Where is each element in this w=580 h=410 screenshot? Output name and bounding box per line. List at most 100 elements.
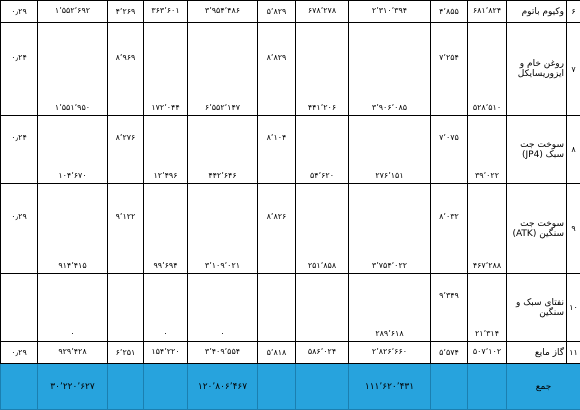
value-cell-text: ۵۲۸٬۵۱۰: [473, 103, 501, 112]
value-cell-text: ۱۵۴٬۲۲۰: [151, 347, 179, 356]
value-cell-text: ۲٬۸۲۶٬۶۶۰: [372, 347, 407, 356]
value-cell: ۳٬۱۰۹٬۰۲۱: [188, 184, 258, 274]
value-cell-text: ۵٬۸۱۸: [267, 348, 287, 357]
total-cell: [258, 364, 296, 410]
product-name: نفتای سبک و سنگین: [507, 274, 567, 342]
value-cell-text: ۰: [163, 329, 167, 338]
value-cell-text: ۹٬۳۴۹: [439, 291, 459, 300]
value-cell-text: ۳۶۳٬۶۰۱: [151, 6, 179, 15]
value-cell: ۸٬۸۲۹: [258, 23, 296, 116]
value-cell-text: ۳٬۱۰۹٬۰۲۱: [205, 261, 240, 270]
total-cell-text: ۱۲۰٬۸۰۶٬۴۶۷: [198, 382, 247, 392]
value-cell: ۲٬۸۲۶٬۶۶۰: [349, 342, 431, 364]
product-name-text: وکیوم باتوم: [522, 7, 564, 17]
value-cell: ۶۸۱٬۸۲۴: [468, 1, 507, 23]
row-number-text: ۸: [571, 145, 575, 154]
value-cell: ۳۶۳٬۶۰۱: [144, 1, 188, 23]
value-cell-text: ۱٬۵۵۲٬۶۹۲: [55, 6, 90, 15]
value-cell-text: ۴٬۲۶۹: [116, 7, 136, 16]
total-cell: [468, 364, 507, 410]
row-number: ۷: [567, 23, 580, 116]
value-cell: ۷٬۲۵۴: [431, 23, 468, 116]
value-cell: ۵٬۵۷۴: [431, 342, 468, 364]
value-cell: ۴٬۲۶۹: [108, 1, 144, 23]
value-cell: ۱۷۲٬۰۴۴: [144, 23, 188, 116]
value-cell-text: ۱۷۲٬۰۴۴: [151, 103, 179, 112]
total-cell: [144, 364, 188, 410]
value-cell: ۹۲۹٬۴۲۸: [38, 342, 108, 364]
value-cell: ۹۹٬۶۹۴: [144, 184, 188, 274]
value-cell: [108, 274, 144, 342]
value-cell: ۶٬۲۵۱: [108, 342, 144, 364]
value-cell: ۲۸۹٬۶۱۸: [349, 274, 431, 342]
value-cell: ۸٬۲۷۶: [108, 116, 144, 184]
value-cell: ۱٬۵۵۲٬۶۹۲: [38, 1, 108, 23]
value-cell-text: ۹۲۹٬۴۲۸: [58, 347, 86, 356]
product-name-text: نفتای سبک و سنگین: [516, 298, 564, 318]
value-cell-text: ۲٬۳۱۰٬۳۹۴: [372, 6, 407, 15]
value-cell-text: ۲۸۹٬۶۱۸: [375, 329, 403, 338]
value-cell: ۳٬۷۵۴٬۰۲۲: [349, 184, 431, 274]
value-cell-text: ۱۰۴٬۶۷۰: [58, 171, 86, 180]
value-cell: ۰٫۲۴: [1, 23, 38, 116]
value-cell-text: ۰: [70, 329, 74, 338]
value-cell-text: ۶۷۸٬۲۷۸: [308, 6, 336, 15]
value-cell: ۲۷۶٬۱۵۱: [349, 116, 431, 184]
product-name: وکیوم باتوم: [507, 1, 567, 23]
value-cell: ۲۱٬۳۱۴: [468, 274, 507, 342]
product-name: روغن خام و ایزوریسایکل: [507, 23, 567, 116]
value-cell-text: ۲۷۶٬۱۵۱: [375, 171, 403, 180]
value-cell: ۵۸۶٬۰۲۴: [296, 342, 349, 364]
value-cell: ۵٬۸۱۸: [258, 342, 296, 364]
value-cell: ۰: [38, 274, 108, 342]
value-cell: ۸٬۰۳۲: [431, 184, 468, 274]
value-cell-text: ۹٬۱۲۲: [116, 212, 136, 221]
value-cell-text: ۳٬۴۰۹٬۵۵۴: [205, 347, 240, 356]
value-cell-text: ۶۸۱٬۸۲۴: [473, 6, 501, 15]
value-cell-text: ۵۸۶٬۰۲۴: [308, 347, 336, 356]
value-cell-text: ۹۹٬۶۹۴: [153, 261, 177, 270]
value-cell-text: ۰٫۲۹: [11, 348, 27, 357]
total-label: جمع: [507, 364, 580, 410]
value-cell-text: ۵٬۸۲۹: [267, 7, 287, 16]
value-cell: ۶٬۵۵۲٬۱۴۷: [188, 23, 258, 116]
product-name-text: گاز مایع: [535, 348, 564, 358]
value-cell-text: ۰: [220, 329, 224, 338]
value-cell: ۵۴٬۶۲۰: [296, 116, 349, 184]
value-cell: ۱۰۴٬۶۷۰: [38, 116, 108, 184]
value-cell: ۰: [188, 274, 258, 342]
row-number: ۸: [567, 116, 580, 184]
value-cell: ۰: [144, 274, 188, 342]
value-cell: ۰٫۲۹: [1, 1, 38, 23]
value-cell-text: ۷٬۰۷۵: [439, 133, 459, 142]
value-cell: ۵٬۸۲۹: [258, 1, 296, 23]
value-cell-text: ۸٬۲۷۶: [116, 133, 136, 142]
value-cell: ۱۲٬۴۹۶: [144, 116, 188, 184]
value-cell-text: ۳٬۷۵۴٬۰۲۲: [372, 261, 407, 270]
value-cell: ۹٬۱۲۲: [108, 184, 144, 274]
row-number-text: ۹: [571, 224, 575, 233]
total-cell: [108, 364, 144, 410]
value-cell-text: ۰٫۲۴: [11, 133, 27, 142]
value-cell-text: ۵۴٬۶۲۰: [310, 171, 334, 180]
total-cell: [1, 364, 38, 410]
value-cell-text: ۵٬۵۷۴: [439, 348, 459, 357]
value-cell: ۳۹٬۰۲۲: [468, 116, 507, 184]
value-cell-text: ۶٬۲۵۱: [116, 348, 136, 357]
value-cell-text: ۸٬۱۰۴: [267, 133, 287, 142]
value-cell-text: ۸٬۹۶۹: [116, 53, 136, 62]
value-cell-text: ۹۱۴٬۴۱۵: [58, 261, 86, 270]
row-number-text: ۱۱: [569, 348, 578, 357]
value-cell: ۵۰۷٬۱۰۲: [468, 342, 507, 364]
total-cell: [296, 364, 349, 410]
value-cell: ۴۴۱٬۲۰۶: [296, 23, 349, 116]
row-number: ۹: [567, 184, 580, 274]
value-cell: ۴٬۸۵۵: [431, 1, 468, 23]
value-cell: ۸٬۱۰۴: [258, 116, 296, 184]
value-cell-text: ۵۰۷٬۱۰۲: [473, 347, 501, 356]
value-cell-text: ۰٫۲۹: [11, 7, 27, 16]
value-cell: ۳٬۴۰۹٬۵۵۴: [188, 342, 258, 364]
